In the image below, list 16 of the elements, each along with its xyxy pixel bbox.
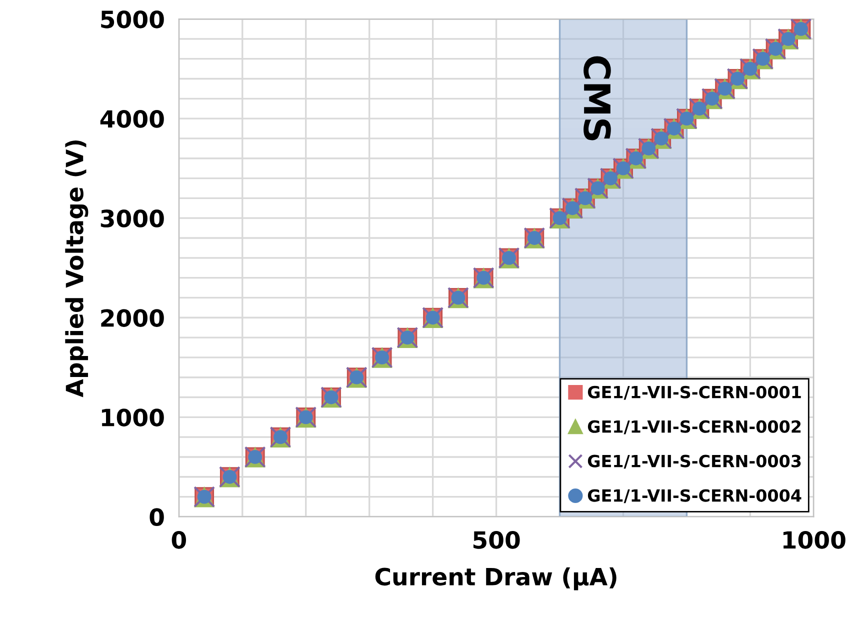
y-tick-label: 0 bbox=[150, 508, 164, 526]
x-tick-label: 500 bbox=[473, 531, 520, 549]
x-tick-label: 1000 bbox=[783, 531, 846, 549]
y-axis-title: Applied Voltage (V) bbox=[65, 140, 88, 398]
legend-label: GE1/1-VII-S-CERN-0001 bbox=[588, 386, 801, 400]
legend-label: GE1/1-VII-S-CERN-0002 bbox=[588, 420, 801, 434]
y-tick-label: 4000 bbox=[100, 110, 164, 128]
band-label: CMS bbox=[584, 56, 611, 140]
legend-label: GE1/1-VII-S-CERN-0003 bbox=[588, 454, 801, 469]
y-tick-label: 1000 bbox=[102, 408, 164, 426]
x-axis-title: Current Draw (µA) bbox=[375, 567, 616, 590]
x-tick-label: 0 bbox=[172, 531, 186, 549]
y-tick-label: 2000 bbox=[101, 309, 164, 327]
y-tick-label: 3000 bbox=[100, 210, 164, 228]
y-tick-label: 5000 bbox=[101, 10, 164, 28]
legend-label: GE1/1-VII-S-CERN-0004 bbox=[588, 489, 802, 504]
